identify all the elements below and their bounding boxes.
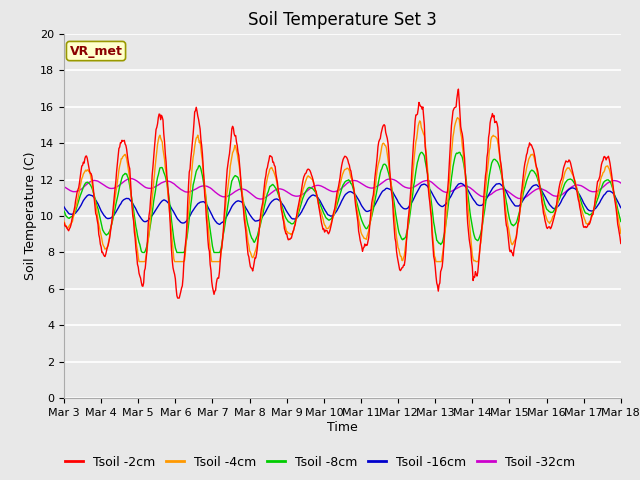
Y-axis label: Soil Temperature (C): Soil Temperature (C) xyxy=(24,152,37,280)
Title: Soil Temperature Set 3: Soil Temperature Set 3 xyxy=(248,11,437,29)
Legend: Tsoil -2cm, Tsoil -4cm, Tsoil -8cm, Tsoil -16cm, Tsoil -32cm: Tsoil -2cm, Tsoil -4cm, Tsoil -8cm, Tsoi… xyxy=(60,451,580,474)
X-axis label: Time: Time xyxy=(327,421,358,434)
Text: VR_met: VR_met xyxy=(70,45,122,58)
